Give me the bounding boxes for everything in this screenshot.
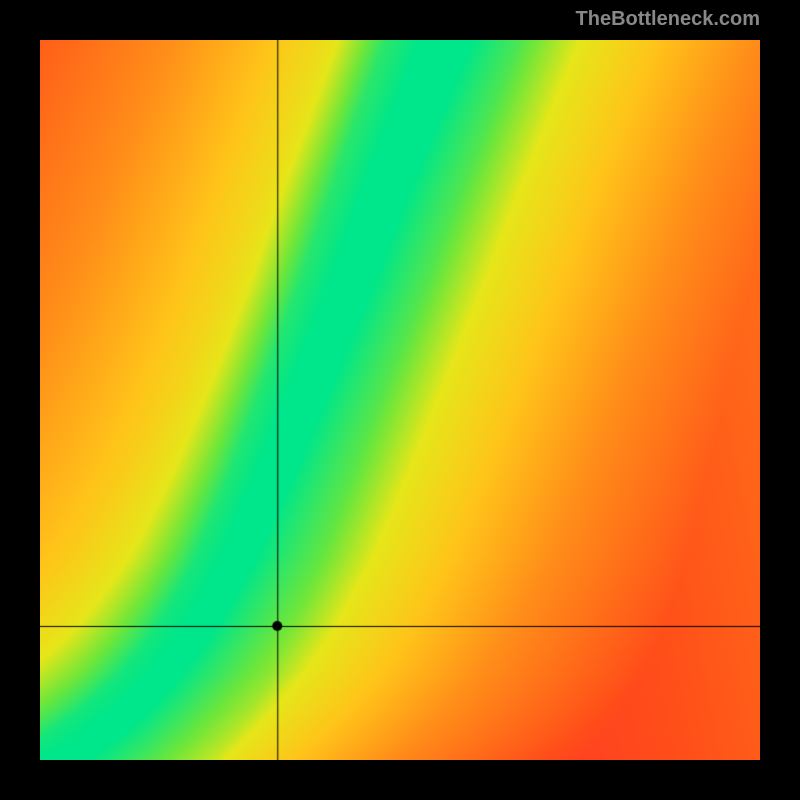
heatmap-canvas: [40, 40, 760, 760]
watermark-text: TheBottleneck.com: [576, 8, 760, 31]
heatmap-plot: [40, 40, 760, 760]
